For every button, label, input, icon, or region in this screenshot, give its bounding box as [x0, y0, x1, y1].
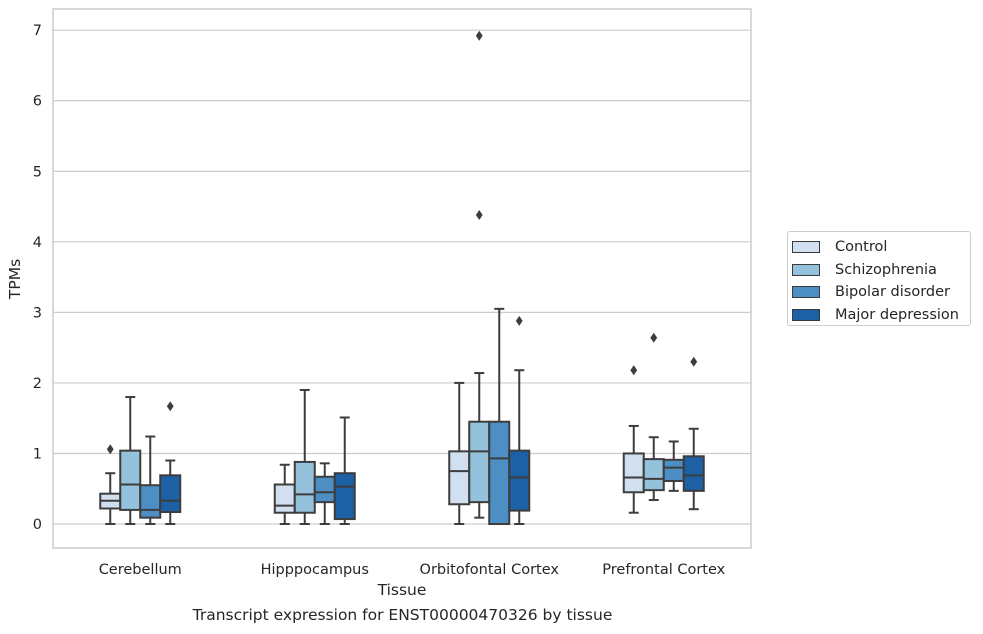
box-schizophrenia — [119, 396, 142, 526]
legend-swatch — [792, 286, 820, 299]
x-tick-labels: Cerebellum Hipppocampus Orbitofontal Corte… — [99, 562, 726, 578]
y-tick-label: 0 — [33, 517, 42, 533]
y-tick-label: 6 — [33, 94, 42, 110]
box-schizophrenia — [293, 388, 316, 526]
box-control — [99, 444, 122, 526]
chart-caption: Transcript expression for ENST0000047032… — [192, 606, 613, 624]
legend-swatch — [792, 308, 820, 321]
box-iqr — [488, 420, 511, 526]
outlier-point — [650, 332, 658, 343]
box-iqr — [333, 472, 356, 521]
box-bipolar-disorder — [488, 307, 511, 526]
box-bipolar-disorder — [313, 462, 336, 526]
box-iqr — [622, 452, 645, 494]
box-major-depression — [159, 401, 182, 526]
box-iqr — [642, 458, 665, 492]
box-iqr — [159, 474, 182, 514]
outlier-point — [475, 30, 483, 41]
legend-item: Bipolar disorder — [792, 281, 970, 304]
x-tick-label: Orbitofontal Cortex — [420, 562, 560, 578]
legend-item: Schizophrenia — [792, 259, 970, 282]
grid-lines — [53, 29, 751, 525]
y-tick-labels: 0 1 2 3 4 5 6 7 — [33, 23, 42, 533]
y-tick-label: 5 — [33, 164, 42, 180]
legend-label: Bipolar disorder — [835, 284, 950, 301]
y-tick-label: 7 — [33, 23, 42, 39]
box-schizophrenia — [468, 30, 491, 519]
box-control — [622, 365, 645, 514]
box-control — [448, 381, 471, 526]
legend-item: Control — [792, 236, 970, 259]
legend-swatch — [792, 241, 820, 254]
box-bipolar-disorder — [139, 435, 162, 526]
box-plot-area — [99, 30, 705, 526]
outlier-point — [106, 444, 114, 455]
box-iqr — [139, 484, 162, 519]
x-axis-label: Tissue — [377, 581, 427, 599]
x-tick-label: Hipppocampus — [261, 562, 369, 578]
box-iqr — [273, 483, 296, 514]
outlier-point — [515, 315, 523, 326]
legend: Control Schizophrenia Bipolar disorder Majo… — [787, 231, 971, 326]
box-bipolar-disorder — [662, 440, 685, 492]
x-tick-label: Cerebellum — [99, 562, 182, 578]
x-tick-label: Prefrontal Cortex — [602, 562, 725, 578]
box-major-depression — [508, 315, 531, 526]
y-tick-label: 1 — [33, 446, 42, 462]
legend-label: Control — [835, 239, 888, 256]
box-iqr — [293, 460, 316, 514]
outlier-point — [630, 365, 638, 376]
box-iqr — [468, 420, 491, 504]
outlier-point — [690, 356, 698, 367]
y-tick-label: 3 — [33, 305, 42, 321]
box-major-depression — [333, 416, 356, 526]
box-iqr — [119, 449, 142, 511]
box-iqr — [448, 450, 471, 506]
outlier-point — [166, 401, 174, 412]
box-iqr — [313, 475, 336, 504]
box-control — [273, 463, 296, 526]
y-tick-label: 2 — [33, 376, 42, 392]
outlier-point — [475, 210, 483, 221]
legend-swatch — [792, 263, 820, 276]
box-schizophrenia — [642, 332, 665, 502]
box-major-depression — [682, 356, 705, 511]
box-iqr — [662, 458, 685, 482]
legend-label: Schizophrenia — [835, 261, 937, 278]
box-iqr — [508, 449, 531, 512]
plot-frame — [52, 8, 752, 549]
legend-item: Major depression — [792, 304, 970, 327]
legend-label: Major depression — [835, 306, 959, 323]
y-tick-label: 4 — [33, 235, 42, 251]
y-axis-label: TPMs — [6, 259, 24, 300]
box-iqr — [682, 455, 705, 492]
